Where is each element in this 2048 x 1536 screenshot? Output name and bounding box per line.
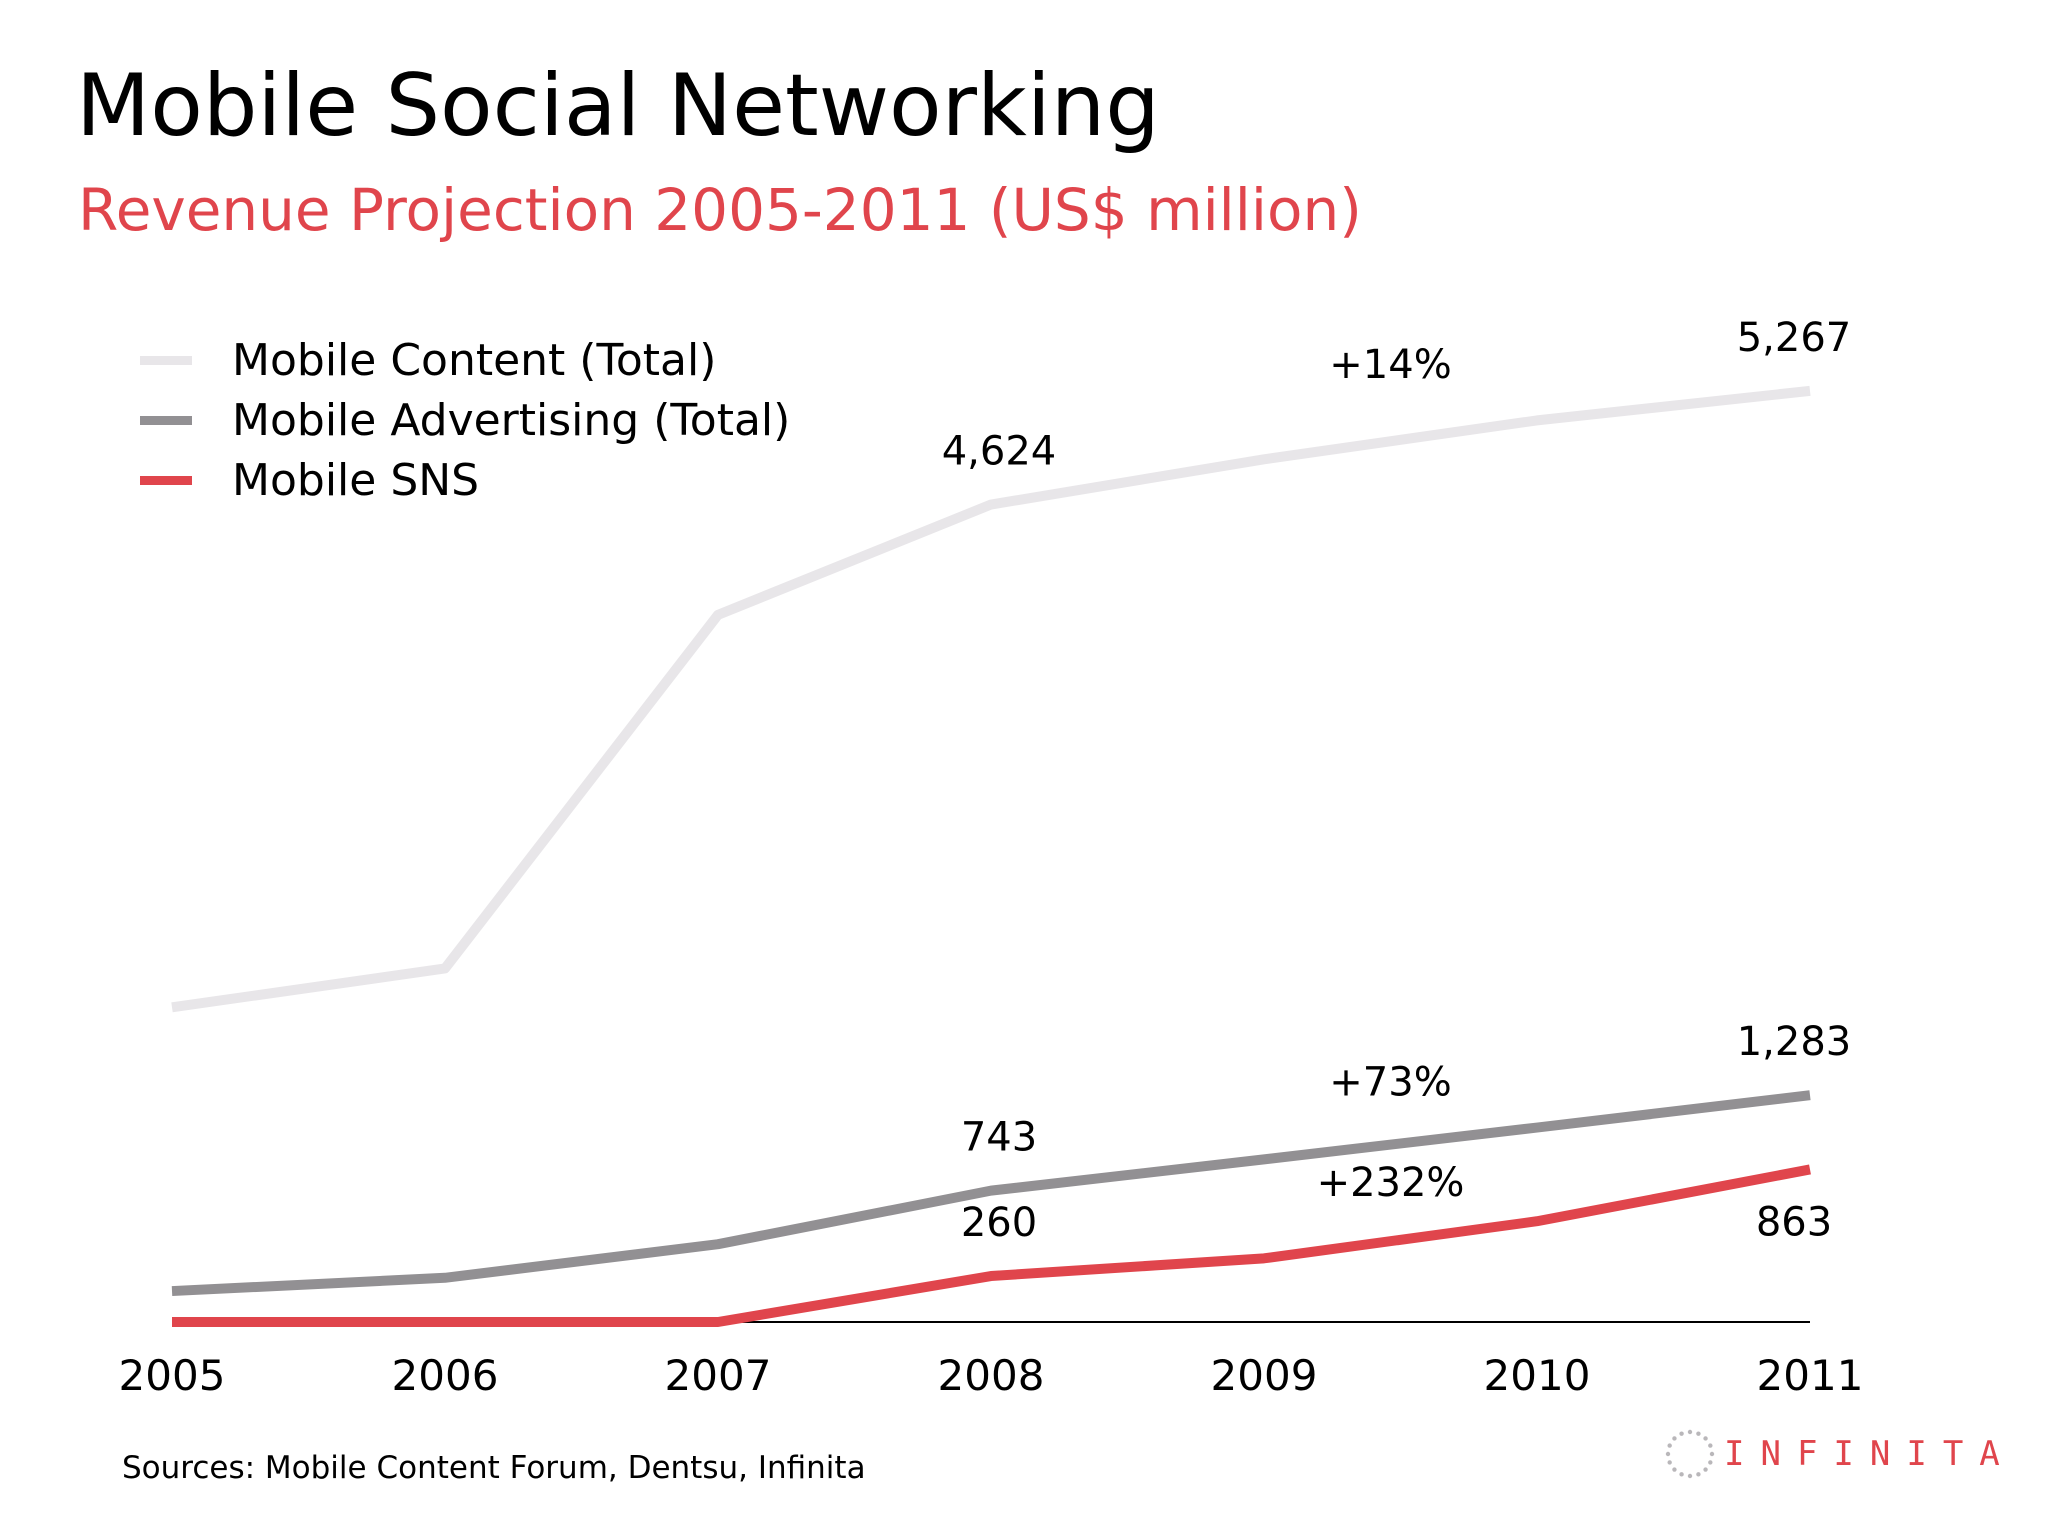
logo-dot	[1687, 1429, 1693, 1435]
legend-label-mobile-sns: Mobile SNS	[232, 454, 480, 506]
data-label: 260	[961, 1200, 1037, 1246]
logo-dot	[1679, 1431, 1684, 1436]
page-title: Mobile Social Networking	[76, 56, 1160, 156]
series-line-mobile-advertising	[171, 1090, 1811, 1297]
data-label: 863	[1756, 1199, 1832, 1245]
series-line-mobile-sns	[172, 1164, 1811, 1327]
data-label: 743	[961, 1115, 1037, 1161]
logo-dot	[1672, 1436, 1677, 1441]
logo-dot	[1696, 1431, 1701, 1436]
data-label: 4,624	[942, 429, 1057, 475]
x-tick-label: 2006	[392, 1351, 499, 1400]
x-tick-label: 2009	[1211, 1351, 1318, 1400]
logo-dot	[1703, 1467, 1708, 1472]
series-line-mobile-content	[171, 385, 1811, 1013]
logo-wordmark: INFINITA	[1724, 1434, 2016, 1474]
growth-annotation: +232%	[1317, 1160, 1465, 1206]
legend-item-mobile-sns: Mobile SNS	[140, 450, 790, 510]
legend-label-mobile-advertising: Mobile Advertising (Total)	[232, 394, 791, 446]
legend-label-mobile-content: Mobile Content (Total)	[232, 334, 717, 386]
logo-dot	[1687, 1473, 1693, 1479]
growth-annotation: +14%	[1329, 342, 1451, 388]
legend-swatch-mobile-advertising	[140, 415, 192, 425]
logo-dot	[1708, 1460, 1713, 1465]
logo-dot	[1679, 1472, 1684, 1477]
x-tick-label: 2008	[938, 1351, 1045, 1400]
page-subtitle: Revenue Projection 2005-2011 (US$ millio…	[78, 176, 1362, 244]
logo-dot	[1672, 1467, 1677, 1472]
legend-item-mobile-content: Mobile Content (Total)	[140, 330, 790, 390]
logo-dot	[1708, 1443, 1713, 1448]
sources-note: Sources: Mobile Content Forum, Dentsu, I…	[122, 1450, 866, 1486]
x-tick-label: 2007	[665, 1351, 772, 1400]
x-tick-label: 2010	[1484, 1351, 1591, 1400]
legend-swatch-mobile-content	[140, 355, 192, 365]
logo-dot	[1703, 1436, 1708, 1441]
data-label: 1,283	[1737, 1019, 1852, 1065]
infinita-logo: INFINITA	[1660, 1424, 2016, 1484]
legend-swatch-mobile-sns	[140, 475, 192, 485]
logo-dot	[1696, 1472, 1701, 1477]
x-tick-label: 2005	[119, 1351, 226, 1400]
legend-item-mobile-advertising: Mobile Advertising (Total)	[140, 390, 790, 450]
logo-dot	[1667, 1460, 1672, 1465]
logo-dot	[1709, 1451, 1715, 1457]
logo-dot	[1667, 1443, 1672, 1448]
chart-legend: Mobile Content (Total) Mobile Advertisin…	[140, 330, 790, 510]
x-tick-label: 2011	[1757, 1351, 1864, 1400]
data-label: 5,267	[1737, 315, 1852, 361]
logo-dot	[1665, 1451, 1671, 1457]
growth-annotation: +73%	[1329, 1059, 1451, 1105]
logo-ring-icon	[1665, 1429, 1715, 1479]
